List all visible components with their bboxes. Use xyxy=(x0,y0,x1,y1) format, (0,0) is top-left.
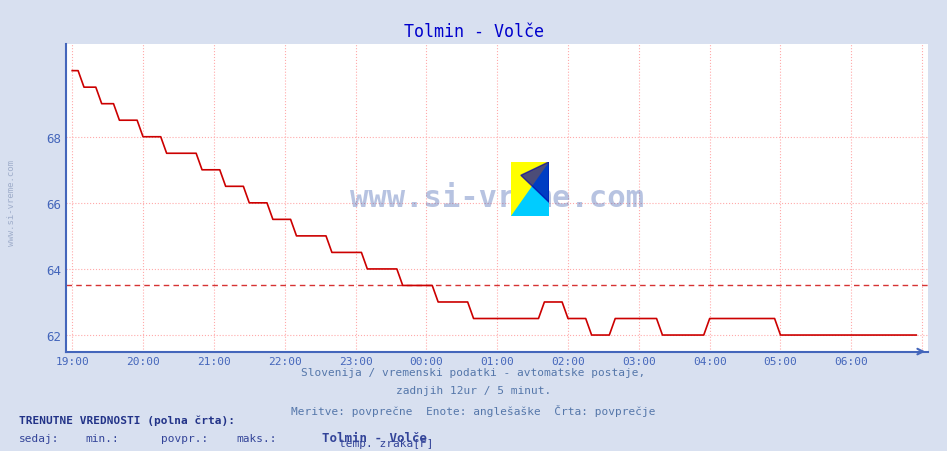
Text: maks.:: maks.: xyxy=(237,433,277,443)
Text: www.si-vreme.com: www.si-vreme.com xyxy=(350,184,644,213)
Polygon shape xyxy=(511,162,549,216)
Polygon shape xyxy=(511,162,549,216)
Text: min.:: min.: xyxy=(85,433,119,443)
Text: Meritve: povprečne  Enote: anglešaške  Črta: povprečje: Meritve: povprečne Enote: anglešaške Črt… xyxy=(292,404,655,416)
Polygon shape xyxy=(521,162,549,203)
Text: TRENUTNE VREDNOSTI (polna črta):: TRENUTNE VREDNOSTI (polna črta): xyxy=(19,415,235,425)
Text: Tolmin - Volče: Tolmin - Volče xyxy=(403,23,544,41)
Text: zadnjih 12ur / 5 minut.: zadnjih 12ur / 5 minut. xyxy=(396,386,551,396)
Text: www.si-vreme.com: www.si-vreme.com xyxy=(7,160,16,246)
Text: Slovenija / vremenski podatki - avtomatske postaje,: Slovenija / vremenski podatki - avtomats… xyxy=(301,368,646,377)
Text: povpr.:: povpr.: xyxy=(161,433,208,443)
Text: temp. zraka[F]: temp. zraka[F] xyxy=(339,438,434,448)
Text: sedaj:: sedaj: xyxy=(19,433,60,443)
Text: Tolmin - Volče: Tolmin - Volče xyxy=(322,431,427,444)
